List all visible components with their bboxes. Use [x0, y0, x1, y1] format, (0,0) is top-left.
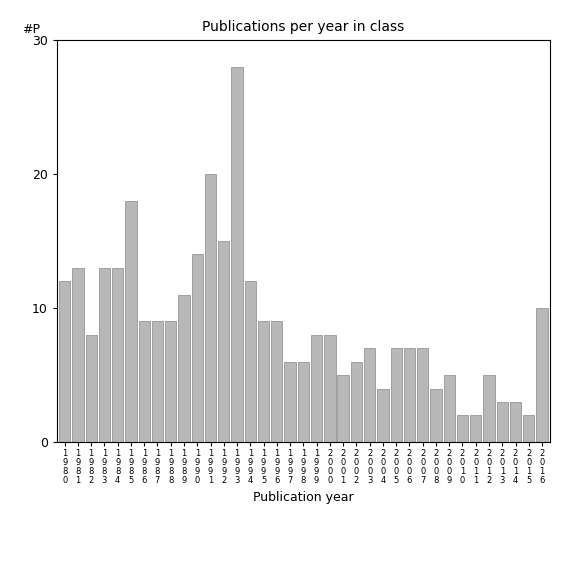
Bar	[298, 362, 309, 442]
Bar	[285, 362, 296, 442]
Bar	[86, 335, 97, 442]
Bar	[430, 388, 442, 442]
Bar	[443, 375, 455, 442]
Bar	[205, 174, 216, 442]
Bar	[324, 335, 336, 442]
Bar	[377, 388, 388, 442]
Text: #P: #P	[22, 23, 40, 36]
Title: Publications per year in class: Publications per year in class	[202, 20, 404, 35]
Bar	[179, 295, 189, 442]
Bar	[125, 201, 137, 442]
Bar	[271, 321, 282, 442]
Bar	[364, 348, 375, 442]
Bar	[311, 335, 322, 442]
Bar	[483, 375, 494, 442]
Bar	[351, 362, 362, 442]
X-axis label: Publication year: Publication year	[253, 491, 354, 503]
Bar	[112, 268, 124, 442]
Bar	[536, 308, 548, 442]
Bar	[59, 281, 70, 442]
Bar	[218, 241, 230, 442]
Bar	[457, 416, 468, 442]
Bar	[152, 321, 163, 442]
Bar	[138, 321, 150, 442]
Bar	[165, 321, 176, 442]
Bar	[337, 375, 349, 442]
Bar	[417, 348, 428, 442]
Bar	[470, 416, 481, 442]
Bar	[391, 348, 402, 442]
Bar	[404, 348, 415, 442]
Bar	[192, 255, 203, 442]
Bar	[497, 402, 508, 442]
Bar	[72, 268, 83, 442]
Bar	[523, 416, 535, 442]
Bar	[231, 66, 243, 442]
Bar	[258, 321, 269, 442]
Bar	[245, 281, 256, 442]
Bar	[99, 268, 110, 442]
Bar	[510, 402, 521, 442]
